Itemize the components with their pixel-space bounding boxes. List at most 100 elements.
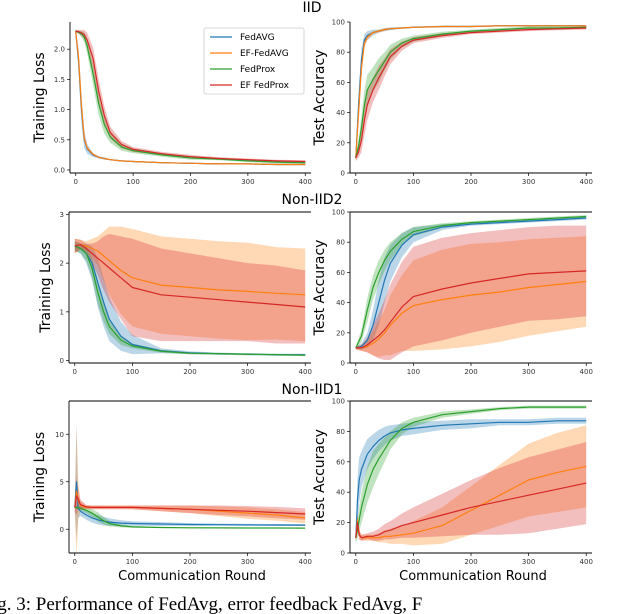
y-tick-label: 0 (341, 550, 345, 558)
x-tick-label: 200 (464, 368, 477, 376)
x-tick-label: 100 (407, 178, 420, 186)
x-tick-label: 100 (126, 558, 139, 566)
band-fedprox (355, 25, 587, 161)
panel-noniid1-training-loss: 0 100 200 300 400 0 5 10 Training Loss Communicat… (32, 400, 312, 584)
y-axis-label: Training Loss (32, 52, 48, 143)
line-ef-fedprox (355, 27, 587, 159)
y-tick-label: 20 (336, 329, 345, 337)
line-fedprox (355, 215, 587, 349)
line-fedprox (355, 406, 587, 538)
line-ef-fedavg (355, 25, 587, 158)
line-ef-fedprox (355, 482, 587, 539)
y-tick-label: 2.0 (54, 46, 65, 54)
band-ef-fedavg (74, 424, 306, 553)
x-tick-label: 0 (354, 178, 358, 186)
row-title-iid: IID (302, 0, 321, 16)
band-ef-fedprox (74, 477, 306, 520)
y-tick-label: 40 (336, 109, 345, 117)
y-tick-label: 60 (336, 269, 345, 277)
band-ef-fedavg (355, 425, 587, 546)
line-fedprox (75, 30, 306, 164)
line-fedavg (355, 217, 587, 349)
x-tick-label: 0 (73, 368, 77, 376)
x-tick-label: 0 (74, 178, 78, 186)
y-axis-label: Test Accuracy (312, 240, 328, 337)
x-tick-label: 300 (522, 558, 535, 566)
plot-area (355, 25, 587, 161)
band-ef-fedavg (355, 236, 587, 357)
band-ef-fedavg (74, 226, 306, 342)
line-ef-fedprox (355, 270, 587, 349)
x-tick-label: 100 (407, 368, 420, 376)
line-ef-fedprox (75, 30, 306, 163)
y-tick-label: 5 (60, 478, 64, 486)
x-tick-label: 200 (464, 558, 477, 566)
plot-area (355, 405, 587, 546)
legend-frame (203, 27, 305, 95)
x-tick-label: 100 (407, 558, 420, 566)
y-tick-label: 20 (336, 519, 345, 527)
x-tick-label: 300 (522, 368, 535, 376)
y-tick-label: 60 (336, 79, 345, 87)
y-tick-label: 0 (341, 360, 345, 368)
y-tick-label: 100 (332, 398, 345, 406)
y-tick-label: 2 (60, 260, 64, 268)
x-tick-label: 300 (241, 558, 254, 566)
x-tick-label: 400 (299, 558, 312, 566)
x-tick-label: 200 (184, 178, 197, 186)
line-ef-fedavg (355, 280, 587, 349)
legend: FedAVG EF-FedAVG FedProx EF FedProx (203, 27, 305, 95)
band-ef-fedprox (74, 233, 306, 344)
figure-caption: ig. 3: Performance of FedAvg, error feed… (0, 594, 624, 614)
panel-noniid2-training-loss: 0 100 200 300 400 0 1 2 3 Training Loss (38, 211, 312, 376)
legend-label-ef-fedprox: EF FedProx (240, 81, 290, 91)
x-tick-label: 100 (126, 368, 139, 376)
y-axis-label: Training Loss (38, 242, 54, 333)
x-tick-label: 300 (522, 178, 535, 186)
row-title-noniid1: Non-IID1 (282, 382, 343, 398)
x-axis-label: Communication Round (399, 569, 547, 584)
y-tick-label: 3 (60, 211, 64, 219)
y-tick-label: 0 (60, 526, 64, 534)
x-tick-label: 400 (299, 178, 312, 186)
row-title-noniid2: Non-IID2 (282, 192, 343, 208)
x-tick-label: 400 (299, 368, 312, 376)
x-tick-label: 300 (241, 178, 254, 186)
legend-label-fedprox: FedProx (240, 65, 276, 75)
x-tick-label: 200 (464, 178, 477, 186)
line-fedavg (355, 420, 587, 538)
y-tick-label: 20 (336, 139, 345, 147)
line-fedavg (74, 481, 306, 526)
band-ef-fedprox (355, 225, 587, 360)
x-tick-label: 100 (126, 178, 139, 186)
line-ef-fedavg (74, 244, 306, 296)
y-tick-label: 100 (332, 19, 345, 27)
panel-iid-test-accuracy: 0 100 200 300 400 0 20 40 60 80 100 Test Accuracy (312, 19, 593, 187)
line-ef-fedavg (75, 31, 306, 166)
y-tick-label: 0.5 (54, 136, 65, 144)
line-ef-fedprox (74, 244, 306, 308)
y-axis-label: Training Loss (32, 432, 48, 523)
plot-area (75, 29, 306, 166)
line-fedprox (74, 245, 306, 356)
line-fedprox (355, 26, 587, 159)
x-tick-label: 400 (580, 178, 593, 186)
x-axis-label: Communication Round (118, 569, 266, 584)
y-tick-label: 100 (332, 209, 345, 217)
y-axis-label: Test Accuracy (312, 50, 328, 147)
plot-area (74, 424, 306, 553)
panel-noniid1-test-accuracy: 0 100 200 300 400 0 20 40 60 80 100 Test Accuracy Co… (312, 398, 593, 585)
y-tick-label: 0 (60, 357, 64, 365)
band-ef-fedprox (355, 442, 587, 541)
x-tick-label: 400 (580, 558, 593, 566)
y-tick-label: 60 (336, 458, 345, 466)
y-tick-label: 1.0 (54, 106, 65, 114)
legend-label-fedavg: FedAVG (240, 33, 275, 43)
y-axis-label: Test Accuracy (312, 429, 328, 526)
y-tick-label: 0.0 (54, 166, 65, 174)
x-tick-label: 0 (354, 368, 358, 376)
panel-iid-training-loss: 0 100 200 300 400 0.0 0.5 1.0 1.5 2.0 Training Los… (32, 22, 312, 186)
legend-label-ef-fedavg: EF-FedAVG (240, 49, 289, 59)
x-tick-label: 400 (580, 368, 593, 376)
y-tick-label: 40 (336, 299, 345, 307)
